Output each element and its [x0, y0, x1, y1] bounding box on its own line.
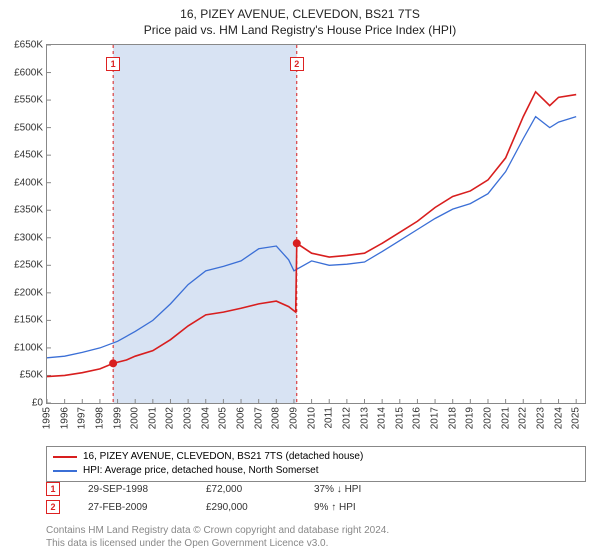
xtick-label: 2022 [518, 407, 529, 429]
xtick-label: 2000 [130, 407, 141, 429]
xtick-label: 2024 [553, 407, 564, 429]
ytick-label: £100K [14, 342, 43, 353]
transaction-hpi-2: 9% ↑ HPI [314, 502, 356, 513]
ytick-label: £550K [14, 95, 43, 106]
legend: 16, PIZEY AVENUE, CLEVEDON, BS21 7TS (de… [46, 446, 586, 482]
plot-svg [47, 45, 585, 403]
ytick-label: £150K [14, 315, 43, 326]
xtick-label: 2016 [412, 407, 423, 429]
xtick-label: 2003 [183, 407, 194, 429]
transaction-row-1: 1 29-SEP-1998 £72,000 37% ↓ HPI [46, 482, 586, 496]
transactions-table: 1 29-SEP-1998 £72,000 37% ↓ HPI 2 27-FEB… [46, 482, 586, 518]
title-block: 16, PIZEY AVENUE, CLEVEDON, BS21 7TS Pri… [0, 0, 600, 38]
xtick-label: 2015 [394, 407, 405, 429]
xtick-label: 2023 [535, 407, 546, 429]
ytick-label: £50K [20, 370, 43, 381]
attribution-line2: This data is licensed under the Open Gov… [46, 537, 586, 550]
ytick-label: £250K [14, 260, 43, 271]
ytick-label: £200K [14, 287, 43, 298]
transaction-marker-1: 1 [46, 482, 60, 496]
transaction-price-1: £72,000 [206, 484, 286, 495]
xtick-label: 1997 [77, 407, 88, 429]
xtick-label: 2021 [500, 407, 511, 429]
ytick-label: £400K [14, 177, 43, 188]
transaction-hpi-1: 37% ↓ HPI [314, 484, 361, 495]
ytick-label: £450K [14, 150, 43, 161]
transaction-price-2: £290,000 [206, 502, 286, 513]
legend-label-price: 16, PIZEY AVENUE, CLEVEDON, BS21 7TS (de… [83, 450, 363, 464]
ytick-label: £600K [14, 67, 43, 78]
xtick-label: 2011 [324, 407, 335, 429]
transaction-date-1: 29-SEP-1998 [88, 484, 178, 495]
ytick-label: £350K [14, 205, 43, 216]
xtick-label: 2008 [271, 407, 282, 429]
xtick-label: 2005 [218, 407, 229, 429]
xtick-label: 1996 [59, 407, 70, 429]
xtick-label: 1998 [94, 407, 105, 429]
xtick-label: 2009 [288, 407, 299, 429]
xtick-label: 2025 [571, 407, 582, 429]
xtick-label: 2004 [200, 407, 211, 429]
legend-row-price: 16, PIZEY AVENUE, CLEVEDON, BS21 7TS (de… [53, 450, 579, 464]
address-title: 16, PIZEY AVENUE, CLEVEDON, BS21 7TS [0, 6, 600, 22]
ytick-label: £650K [14, 40, 43, 51]
xtick-label: 2020 [482, 407, 493, 429]
up-arrow-icon: ↑ [331, 502, 336, 513]
xtick-label: 1999 [112, 407, 123, 429]
transaction-date-2: 27-FEB-2009 [88, 502, 178, 513]
transaction-row-2: 2 27-FEB-2009 £290,000 9% ↑ HPI [46, 500, 586, 514]
xtick-label: 2002 [165, 407, 176, 429]
ytick-label: £500K [14, 122, 43, 133]
xtick-label: 2010 [306, 407, 317, 429]
xtick-label: 2012 [341, 407, 352, 429]
xtick-label: 2018 [447, 407, 458, 429]
chart-callout-2: 2 [290, 57, 304, 71]
xtick-label: 2013 [359, 407, 370, 429]
subtitle: Price paid vs. HM Land Registry's House … [0, 22, 600, 38]
transaction-marker-2: 2 [46, 500, 60, 514]
legend-swatch-hpi [53, 470, 77, 472]
xtick-label: 2019 [465, 407, 476, 429]
xtick-label: 1995 [42, 407, 53, 429]
down-arrow-icon: ↓ [337, 484, 342, 495]
chart-area: £0£50K£100K£150K£200K£250K£300K£350K£400… [46, 44, 586, 404]
xtick-label: 2006 [236, 407, 247, 429]
ytick-label: £300K [14, 232, 43, 243]
xtick-label: 2007 [253, 407, 264, 429]
legend-label-hpi: HPI: Average price, detached house, Nort… [83, 464, 319, 478]
legend-swatch-price [53, 456, 77, 458]
chart-container: 16, PIZEY AVENUE, CLEVEDON, BS21 7TS Pri… [0, 0, 600, 560]
attribution-line1: Contains HM Land Registry data © Crown c… [46, 524, 586, 537]
xtick-label: 2014 [377, 407, 388, 429]
legend-row-hpi: HPI: Average price, detached house, Nort… [53, 464, 579, 478]
xtick-label: 2017 [430, 407, 441, 429]
attribution: Contains HM Land Registry data © Crown c… [46, 524, 586, 550]
xtick-label: 2001 [147, 407, 158, 429]
chart-callout-1: 1 [106, 57, 120, 71]
